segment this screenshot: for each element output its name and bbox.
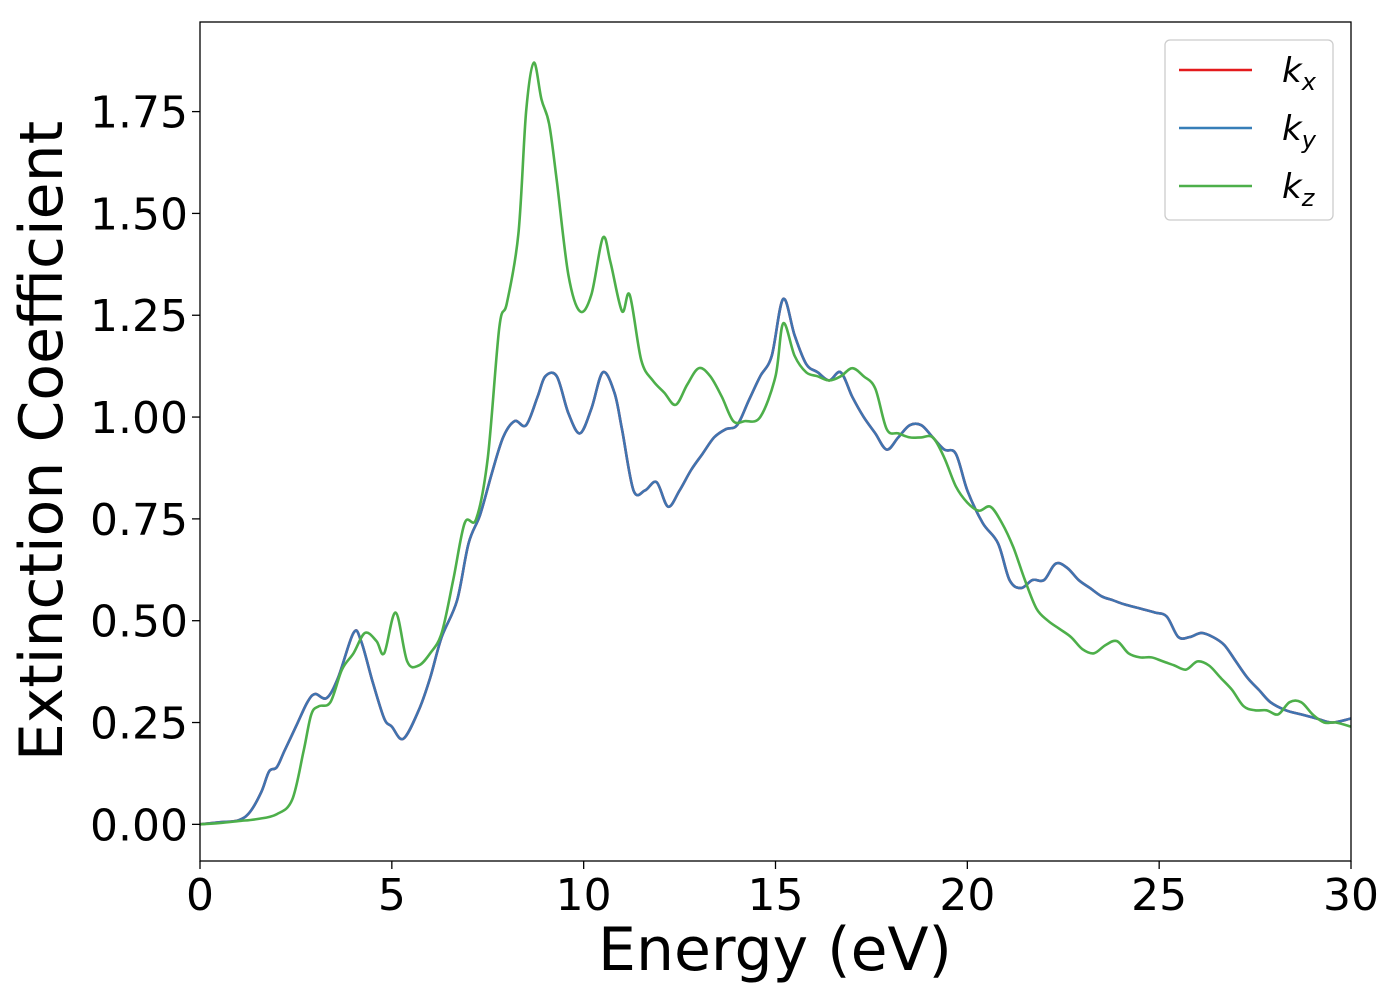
legend-label-kz: kz: [1282, 167, 1316, 212]
x-tick-label: 15: [748, 870, 804, 921]
legend-box: [1164, 39, 1334, 221]
x-tick-label: 20: [939, 870, 995, 921]
x-tick-label: 10: [556, 870, 612, 921]
x-tick-label: 5: [378, 870, 406, 921]
series-line-ky: [199, 297, 1352, 826]
y-tick-label: 1.75: [90, 88, 188, 139]
y-tick-label: 0.25: [90, 699, 188, 750]
x-tick-label: 0: [186, 870, 214, 921]
y-axis-title: Extinction Coefficient: [7, 121, 77, 761]
legend: kx ky kz: [1164, 39, 1334, 221]
x-tick-label: 30: [1323, 870, 1379, 921]
series-layer: [199, 61, 1352, 826]
x-tick-label: 25: [1131, 870, 1187, 921]
series-line-kz: [199, 61, 1352, 826]
y-tick-label: 1.50: [90, 189, 188, 240]
y-tick-label: 0.00: [90, 800, 188, 851]
y-tick-label: 0.75: [90, 495, 188, 546]
legend-label-kx: kx: [1282, 51, 1317, 96]
y-axis: 0.00 0.25 0.50 0.75 1.00 1.25 1.50 1.75: [90, 88, 200, 851]
y-tick-label: 1.25: [90, 291, 188, 342]
y-tick-label: 0.50: [90, 597, 188, 648]
x-axis: 0 5 10 15 20 25 30: [186, 861, 1379, 921]
y-tick-label: 1.00: [90, 393, 188, 444]
x-axis-title: Energy (eV): [598, 915, 952, 985]
legend-label-ky: ky: [1282, 109, 1317, 154]
